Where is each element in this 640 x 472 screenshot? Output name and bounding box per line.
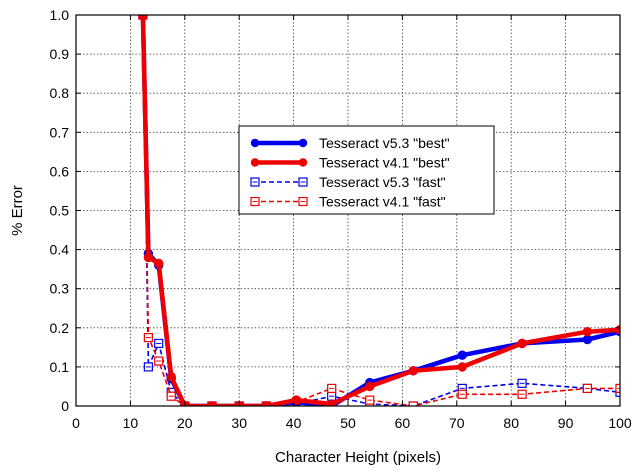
y-tick-label: 0: [61, 398, 69, 414]
y-tick-label: 0.2: [50, 320, 70, 336]
data-point: [138, 15, 148, 20]
y-tick-label: 0.5: [50, 203, 70, 219]
legend-marker: [298, 138, 308, 148]
series-line: [142, 15, 620, 406]
x-tick-label: 100: [608, 415, 632, 431]
data-point: [408, 401, 418, 406]
data-point: [166, 371, 176, 382]
y-tick-label: 0.1: [50, 359, 70, 375]
legend-label: Tesseract v4.1 "fast": [319, 194, 446, 210]
data-point: [143, 252, 154, 263]
x-tick-label: 70: [449, 415, 465, 431]
x-tick-label: 40: [286, 415, 302, 431]
x-tick-label: 20: [177, 415, 193, 431]
y-tick-label: 0.9: [50, 46, 70, 62]
data-point: [408, 366, 418, 376]
y-tick-label: 0.4: [50, 242, 70, 258]
data-point: [517, 338, 527, 349]
x-axis-title: Character Height (pixels): [275, 449, 441, 466]
legend-label: Tesseract v5.3 "fast": [319, 174, 446, 190]
y-tick-label: 0.7: [50, 124, 70, 140]
data-point: [457, 362, 467, 372]
legend-marker: [250, 158, 260, 167]
y-tick-label: 0.3: [50, 281, 70, 297]
data-point: [153, 258, 164, 268]
legend-marker: [298, 158, 308, 167]
legend: Tesseract v5.3 "best" Tesseract v4.1 "bes…: [238, 125, 495, 215]
x-tick-label: 80: [503, 415, 519, 431]
y-tick-label: 0.6: [50, 163, 70, 179]
legend-box: [238, 125, 495, 215]
series-layer: [138, 15, 620, 406]
x-tick-label: 0: [72, 415, 80, 431]
data-point: [291, 395, 302, 405]
x-tick-label: 30: [231, 415, 247, 431]
y-tick-label: 1.0: [50, 7, 70, 23]
data-point: [457, 350, 467, 360]
legend-label: Tesseract v5.3 "best": [319, 135, 450, 151]
x-tick-label: 10: [123, 415, 139, 431]
x-tick-label: 90: [558, 415, 574, 431]
data-point: [582, 334, 593, 345]
series-1: [138, 15, 620, 406]
data-point: [326, 399, 337, 406]
y-tick-label: 0.8: [50, 85, 70, 101]
legend-label: Tesseract v4.1 "best": [319, 155, 450, 171]
legend-marker: [250, 138, 260, 148]
ticks: 0 10 20 30 40 50 60 70 80 90 100 0 0.1 0.2 0.3 0.4 0.5 0.…: [50, 7, 632, 431]
series-line: [140, 15, 620, 406]
x-tick-label: 60: [395, 415, 411, 431]
data-point: [365, 381, 375, 392]
x-tick-label: 50: [340, 415, 356, 431]
y-axis-title: % Error: [9, 185, 26, 236]
data-point: [582, 327, 593, 337]
